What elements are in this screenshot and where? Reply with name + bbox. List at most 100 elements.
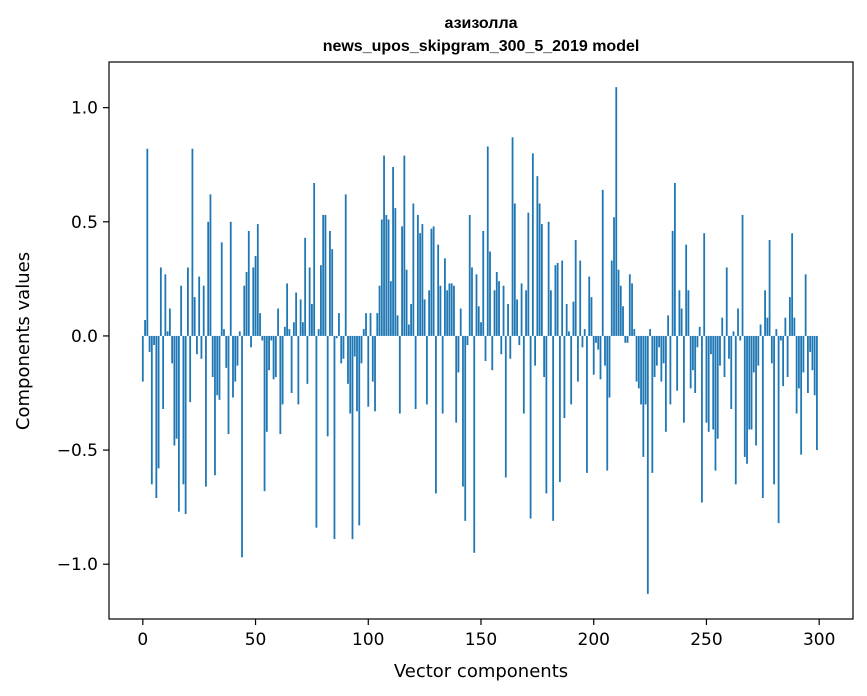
bar-30 <box>209 194 212 336</box>
bar-241 <box>685 244 688 336</box>
bar-227 <box>653 335 656 378</box>
bar-190 <box>570 335 573 405</box>
bar-157 <box>495 272 498 336</box>
bar-175 <box>536 176 539 336</box>
bar-271 <box>752 335 755 373</box>
bar-22 <box>191 148 194 336</box>
bar-163 <box>509 335 512 359</box>
bar-252 <box>710 335 712 355</box>
bar-205 <box>604 335 606 366</box>
bar-119 <box>410 303 413 336</box>
bar-161 <box>504 335 507 478</box>
bar-70 <box>299 299 302 336</box>
bar-59 <box>274 335 277 378</box>
bar-270 <box>750 335 753 430</box>
bar-14 <box>173 335 176 446</box>
bar-287 <box>788 297 791 336</box>
bar-248 <box>701 335 703 503</box>
bar-204 <box>601 189 604 336</box>
bar-0 <box>141 335 144 382</box>
bar-154 <box>489 251 491 336</box>
bar-94 <box>353 335 356 357</box>
bar-7 <box>157 335 160 469</box>
bar-110 <box>389 281 392 336</box>
y-tick-label--1: −1.0 <box>57 555 98 575</box>
bar-251 <box>707 335 710 432</box>
bar-168 <box>520 283 523 336</box>
bar-79 <box>320 265 322 336</box>
bar-156 <box>493 290 496 336</box>
bar-93 <box>351 335 354 540</box>
bar-99 <box>365 313 367 336</box>
bar-260 <box>728 335 730 359</box>
bar-131 <box>437 244 440 336</box>
bar-281 <box>775 329 778 336</box>
bar-120 <box>412 203 415 336</box>
y-axis-ticks: −1.0 −0.5 0.0 0.5 1.0 <box>57 99 109 575</box>
bar-26 <box>200 335 203 359</box>
bar-66 <box>290 335 293 393</box>
bar-23 <box>193 297 196 336</box>
bar-100 <box>367 335 370 407</box>
bar-81 <box>324 214 327 336</box>
bar-35 <box>220 242 223 336</box>
bar-55 <box>265 335 268 432</box>
bar-152 <box>484 335 487 362</box>
bar-275 <box>761 335 764 499</box>
bar-134 <box>444 258 446 336</box>
bar-242 <box>687 290 690 336</box>
bar-72 <box>304 237 307 336</box>
bar-68 <box>295 292 298 336</box>
bar-12 <box>168 308 171 336</box>
bar-136 <box>448 283 451 336</box>
bar-77 <box>315 335 318 528</box>
bar-15 <box>175 335 178 439</box>
bar-60 <box>277 308 279 336</box>
bar-237 <box>676 335 679 391</box>
bar-180 <box>547 221 550 336</box>
x-tick-label-100: 100 <box>352 630 384 650</box>
bar-292 <box>800 335 803 455</box>
bar-17 <box>180 285 183 336</box>
bar-123 <box>419 233 422 336</box>
bar-176 <box>538 203 541 336</box>
bar-63 <box>283 326 286 336</box>
bar-298 <box>813 335 816 396</box>
bar-191 <box>572 301 575 336</box>
x-tick-label-200: 200 <box>578 630 610 650</box>
bar-49 <box>252 267 255 336</box>
bar-233 <box>667 315 670 336</box>
bar-2 <box>146 148 149 336</box>
bar-158 <box>498 281 500 336</box>
bar-288 <box>791 233 794 336</box>
bar-286 <box>786 335 789 378</box>
bar-189 <box>568 331 570 336</box>
bar-229 <box>658 335 661 348</box>
bar-53 <box>261 335 264 341</box>
bar-293 <box>802 335 805 373</box>
bar-98 <box>362 329 365 336</box>
bar-5 <box>153 335 155 346</box>
bar-197 <box>586 335 588 473</box>
chart-title: азизолла <box>444 15 517 32</box>
bar-142 <box>462 335 464 487</box>
bar-249 <box>703 233 706 336</box>
bar-97 <box>360 335 363 364</box>
bar-277 <box>766 317 769 336</box>
bar-27 <box>202 285 205 336</box>
bar-71 <box>301 322 304 336</box>
bar-101 <box>369 313 372 336</box>
bar-267 <box>743 335 746 457</box>
bar-171 <box>527 212 530 336</box>
bar-234 <box>669 335 672 405</box>
bar-162 <box>507 303 509 336</box>
bar-230 <box>660 335 663 382</box>
bar-145 <box>468 214 471 336</box>
bar-220 <box>637 335 640 389</box>
bar-201 <box>595 335 597 343</box>
bar-256 <box>719 335 721 366</box>
bar-188 <box>565 303 568 336</box>
bar-38 <box>227 335 230 435</box>
bar-167 <box>518 335 521 346</box>
bar-245 <box>694 335 697 393</box>
